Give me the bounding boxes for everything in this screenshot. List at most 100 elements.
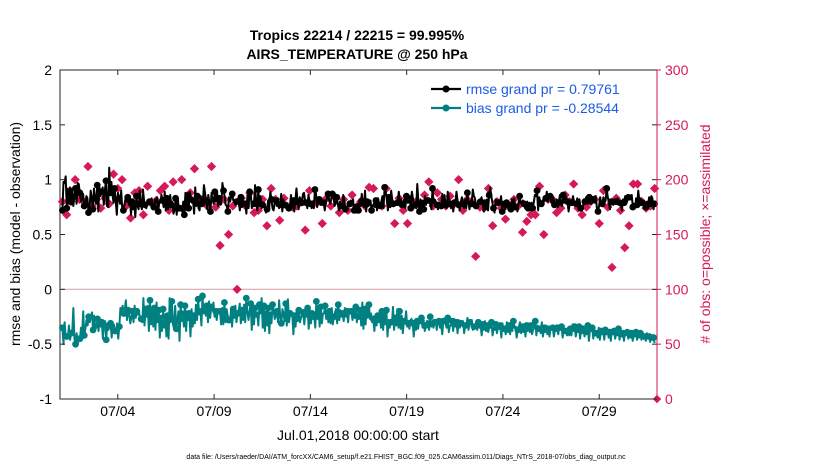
rmse-point	[625, 193, 632, 201]
obs-count-point	[569, 179, 579, 189]
bias-point	[199, 292, 206, 300]
obs-count-point	[262, 221, 272, 231]
bias-point	[466, 318, 474, 326]
rmse-point	[224, 208, 232, 215]
bias-point	[282, 300, 290, 307]
right-tick-label: 250	[665, 117, 689, 133]
x-axis: 07/04 07/09 07/14 07/19 07/24 07/29	[100, 70, 617, 419]
bias-point	[80, 331, 88, 339]
rmse-point	[263, 205, 271, 213]
rmse-point	[80, 202, 88, 210]
obs-count-point	[300, 225, 310, 235]
bias-point	[650, 334, 657, 341]
rmse-point	[254, 186, 262, 193]
obs-count-point	[215, 240, 225, 251]
rmse-point	[241, 200, 249, 208]
rmse-point	[381, 183, 389, 191]
bias-point	[330, 313, 338, 321]
obs-count-point	[125, 213, 136, 223]
bias-point	[387, 318, 395, 326]
rmse-point	[355, 206, 362, 214]
rmse-point	[463, 189, 471, 197]
obs-count-point	[232, 284, 242, 294]
rmse-point	[272, 197, 280, 204]
y-axis-label-left: rmse and bias (model - observation)	[7, 122, 23, 346]
bias-series	[59, 292, 657, 348]
bias-point	[168, 297, 176, 305]
rmse-point	[620, 199, 628, 207]
bias-point	[89, 326, 97, 334]
bias-point	[365, 301, 373, 309]
rmse-point	[163, 194, 171, 202]
obs-count-point	[138, 210, 148, 220]
rmse-point	[115, 194, 123, 202]
right-tick-label: 200	[665, 172, 689, 188]
obs-count-point	[189, 164, 200, 174]
rmse-point	[63, 204, 71, 212]
rmse-point	[546, 192, 554, 200]
rmse-point	[246, 188, 254, 196]
rmse-point	[603, 185, 611, 192]
rmse-point	[285, 204, 293, 212]
rmse-point	[72, 185, 79, 192]
obs-count-point	[539, 229, 549, 240]
rmse-point	[555, 199, 563, 207]
legend-label-rmse: rmse grand pr = 0.79761	[466, 81, 620, 97]
rmse-point	[494, 199, 502, 207]
legend-label-bias: bias grand pr = -0.28544	[466, 100, 619, 116]
rmse-point	[207, 208, 214, 215]
rmse-point	[520, 200, 528, 208]
left-tick-label: 0.5	[33, 227, 53, 243]
bias-point	[72, 340, 79, 348]
rmse-point	[363, 198, 371, 206]
x-axis-label: Jul.01,2018 00:00:00 start	[277, 427, 439, 443]
bias-point	[558, 323, 565, 331]
obs-count-point	[177, 175, 187, 185]
rmse-point	[420, 205, 428, 213]
bias-point	[146, 296, 154, 304]
rmse-point	[172, 194, 180, 202]
rmse-point	[638, 199, 645, 207]
right-tick-label: 0	[665, 391, 673, 407]
obs-count-point	[607, 262, 617, 273]
obs-count-point	[168, 177, 178, 187]
rmse-point	[398, 201, 406, 209]
rmse-point	[237, 193, 245, 201]
bias-point	[422, 322, 430, 329]
obs-count-point	[620, 243, 630, 253]
rmse-point	[67, 198, 75, 206]
left-tick-label: 0	[44, 281, 52, 297]
rmse-point	[333, 193, 341, 201]
left-tick-label: 1	[44, 172, 52, 188]
rmse-point	[119, 206, 127, 214]
bias-point	[142, 305, 149, 313]
obs-count-point	[206, 161, 217, 172]
bias-point	[229, 305, 237, 313]
plot-area	[57, 69, 662, 404]
rmse-point	[193, 192, 201, 200]
rmse-point	[320, 199, 328, 207]
rmse-point	[307, 200, 315, 208]
rmse-point	[111, 185, 119, 192]
bias-point	[615, 325, 622, 333]
rmse-point	[590, 196, 598, 203]
x-tick-label: 07/24	[485, 403, 520, 419]
obs-count-point	[424, 177, 434, 187]
rmse-point	[372, 197, 380, 204]
rmse-point	[102, 177, 110, 185]
bias-point	[137, 315, 145, 323]
legend-item-bias: bias grand pr = -0.28544	[431, 100, 619, 116]
legend-marker-rmse	[442, 85, 450, 93]
obs-count-point	[108, 169, 119, 179]
rmse-point	[228, 190, 236, 198]
rmse-point	[481, 199, 489, 207]
bias-point	[67, 329, 75, 337]
bias-point	[277, 319, 285, 327]
obs-count-point	[624, 221, 634, 231]
rmse-point	[176, 204, 184, 212]
x-tick-label: 07/14	[293, 403, 328, 419]
bias-point	[269, 301, 276, 309]
series-group	[59, 166, 658, 348]
rmse-point	[572, 200, 580, 208]
